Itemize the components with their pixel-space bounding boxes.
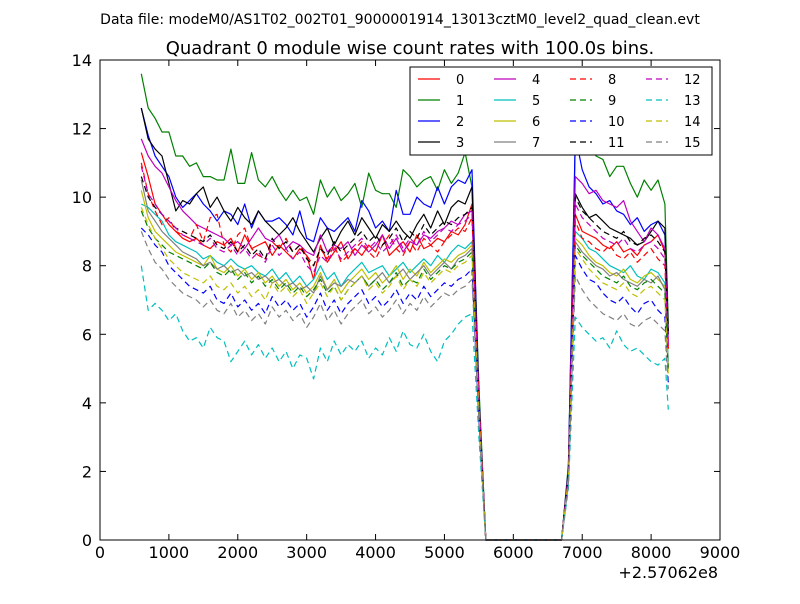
series-line-4 xyxy=(140,138,669,541)
legend-label-3: 3 xyxy=(456,136,464,151)
x-tick-label: 5000 xyxy=(424,543,465,562)
series-line-2 xyxy=(140,107,669,541)
legend-label-0: 0 xyxy=(456,73,464,88)
legend-label-4: 4 xyxy=(532,73,540,88)
y-tick-label: 2 xyxy=(82,462,92,481)
series-line-11 xyxy=(140,176,669,541)
series-line-0 xyxy=(140,152,669,541)
x-tick-label: 6000 xyxy=(493,543,534,562)
series-line-5 xyxy=(141,203,669,541)
series-line-13 xyxy=(140,265,669,541)
legend-label-2: 2 xyxy=(456,115,464,130)
y-tick-label: 14 xyxy=(72,51,92,70)
legend-label-15: 15 xyxy=(684,136,701,151)
legend-label-12: 12 xyxy=(684,73,701,88)
legend-label-10: 10 xyxy=(608,115,625,130)
series-line-8 xyxy=(140,162,669,541)
plot-frame xyxy=(99,59,721,541)
series-line-9 xyxy=(140,210,669,541)
legend-label-6: 6 xyxy=(532,115,540,130)
axis-ticks: 0 1000 2000 3000 4000 5000 6000 7000 8000 9000 0 2 4… xyxy=(72,51,741,562)
legend-label-14: 14 xyxy=(684,115,701,130)
series-line-10 xyxy=(140,227,669,541)
x-tick-label: 3000 xyxy=(286,543,327,562)
y-tick-label: 10 xyxy=(72,188,92,207)
y-tick-label: 0 xyxy=(82,531,92,550)
legend-label-1: 1 xyxy=(456,94,464,109)
series-line-3 xyxy=(140,107,669,541)
legend-label-9: 9 xyxy=(608,94,616,109)
series-line-7 xyxy=(140,179,669,541)
legend-label-7: 7 xyxy=(532,136,540,151)
figure-suptitle: Data file: modeM0/AS1T02_002T01_90000019… xyxy=(100,12,700,28)
x-tick-label: 9000 xyxy=(700,543,741,562)
x-tick-label: 7000 xyxy=(562,543,603,562)
x-tick-label: 8000 xyxy=(631,543,672,562)
legend-label-8: 8 xyxy=(608,73,616,88)
x-tick-label: 4000 xyxy=(355,543,396,562)
legend-label-13: 13 xyxy=(684,94,701,109)
y-tick-label: 8 xyxy=(82,257,92,276)
series-line-12 xyxy=(140,166,669,541)
x-offset-label: +2.57062e8 xyxy=(618,563,718,582)
legend-label-11: 11 xyxy=(608,136,625,151)
legend-label-5: 5 xyxy=(532,94,540,109)
y-tick-label: 6 xyxy=(82,325,92,344)
y-tick-label: 4 xyxy=(82,394,92,413)
y-tick-label: 12 xyxy=(72,120,92,139)
series-line-15 xyxy=(140,231,669,541)
x-tick-label: 0 xyxy=(95,543,105,562)
x-tick-label: 1000 xyxy=(149,543,190,562)
series-line-14 xyxy=(140,207,669,541)
chart-title: Quadrant 0 module wise count rates with … xyxy=(166,38,655,59)
legend-box xyxy=(409,66,713,156)
x-tick-label: 2000 xyxy=(217,543,258,562)
